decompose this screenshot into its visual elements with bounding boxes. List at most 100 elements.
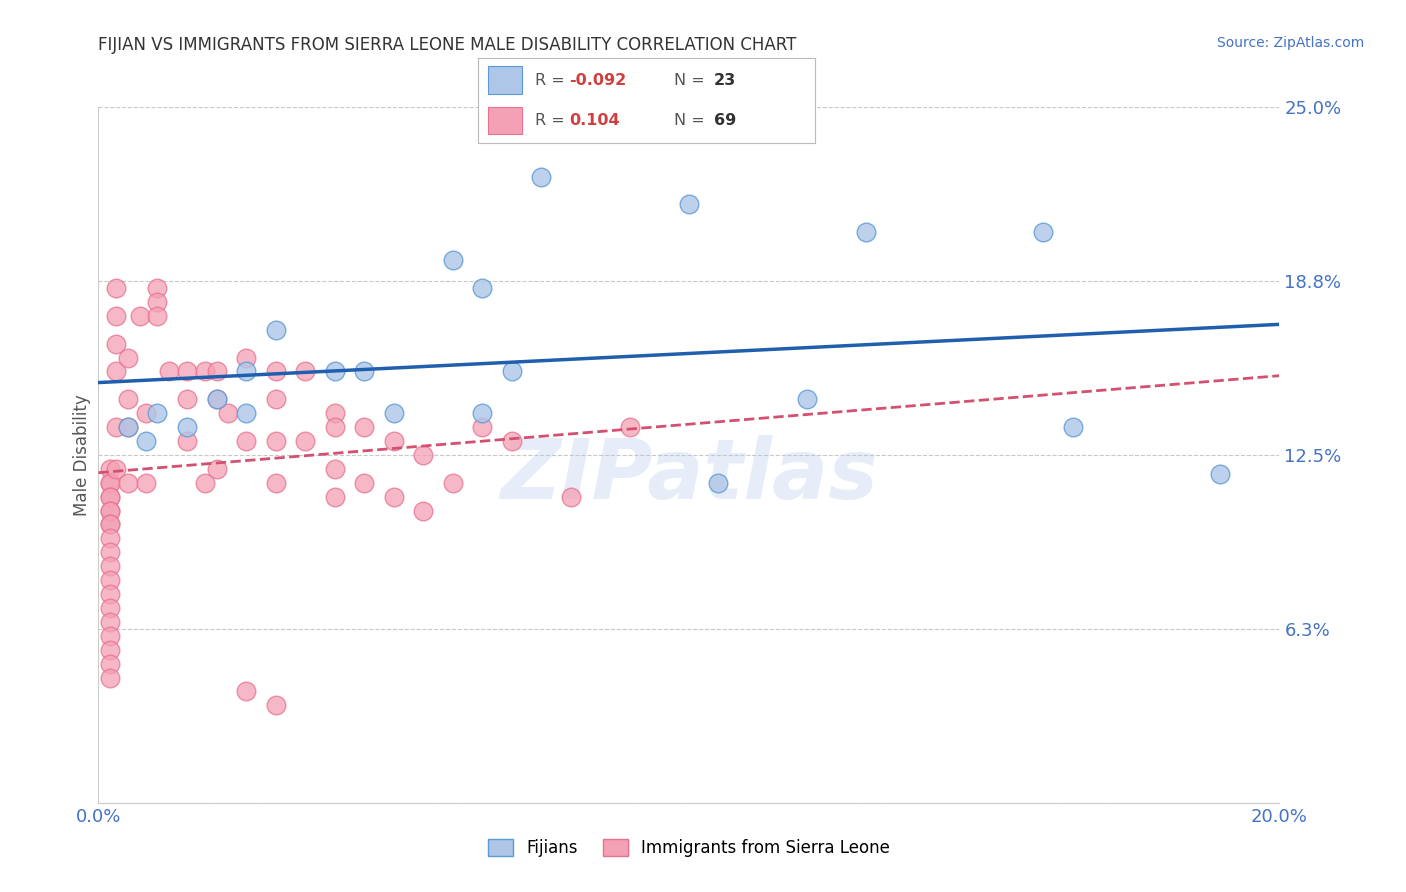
Point (471, 406, 494, 420)
Point (796, 392, 818, 407)
Point (205, 392, 228, 407)
Text: N =: N = (673, 113, 710, 128)
Point (98, 490, 121, 504)
Point (128, 309, 150, 323)
Point (98, 490, 121, 504)
Point (105, 462, 128, 476)
Bar (488, 107, 522, 134)
Text: 0.104: 0.104 (569, 113, 620, 128)
Bar (488, 67, 522, 94)
Point (105, 364, 128, 378)
Point (235, 434, 257, 448)
Point (264, 475, 287, 490)
Point (135, 406, 157, 420)
Point (98, 503, 121, 517)
Text: Source: ZipAtlas.com: Source: ZipAtlas.com (1216, 36, 1364, 50)
Point (105, 336, 128, 351)
Point (382, 490, 405, 504)
Text: R =: R = (536, 72, 571, 87)
Point (382, 406, 405, 420)
Point (501, 364, 523, 378)
Point (98, 615, 121, 629)
Point (98, 532, 121, 546)
Point (1209, 467, 1232, 482)
Point (105, 309, 128, 323)
Point (98, 601, 121, 615)
Point (412, 503, 434, 517)
Point (323, 406, 346, 420)
Point (176, 420, 198, 434)
Point (560, 490, 582, 504)
Text: 23: 23 (714, 72, 737, 87)
Point (441, 475, 464, 490)
Text: R =: R = (536, 113, 575, 128)
Point (264, 434, 287, 448)
Point (98, 503, 121, 517)
Point (353, 364, 375, 378)
Point (117, 420, 139, 434)
Point (98, 671, 121, 685)
Point (205, 364, 228, 378)
Point (117, 351, 139, 365)
Point (117, 392, 139, 407)
Point (323, 462, 346, 476)
Point (235, 364, 257, 378)
Point (217, 406, 239, 420)
Point (146, 281, 169, 295)
Point (146, 294, 169, 309)
Point (471, 281, 494, 295)
Point (146, 406, 169, 420)
Point (294, 364, 316, 378)
Point (235, 406, 257, 420)
Point (117, 420, 139, 434)
Point (98, 629, 121, 643)
Point (98, 573, 121, 587)
Point (264, 392, 287, 407)
Point (146, 309, 169, 323)
Point (471, 420, 494, 434)
Point (412, 448, 434, 462)
Point (264, 364, 287, 378)
Point (117, 475, 139, 490)
Point (176, 392, 198, 407)
Point (235, 684, 257, 698)
Y-axis label: Male Disability: Male Disability (73, 394, 91, 516)
Text: ZIPatlas: ZIPatlas (501, 435, 877, 516)
Point (98, 545, 121, 559)
Point (135, 475, 157, 490)
Point (1062, 420, 1084, 434)
Text: N =: N = (673, 72, 710, 87)
Point (264, 323, 287, 337)
Point (501, 434, 523, 448)
Point (353, 420, 375, 434)
Text: 69: 69 (714, 113, 737, 128)
Point (441, 253, 464, 268)
Point (98, 462, 121, 476)
Point (707, 475, 730, 490)
Point (323, 364, 346, 378)
Point (530, 169, 553, 184)
Point (205, 392, 228, 407)
Point (98, 657, 121, 671)
Point (194, 364, 217, 378)
Point (135, 434, 157, 448)
Text: FIJIAN VS IMMIGRANTS FROM SIERRA LEONE MALE DISABILITY CORRELATION CHART: FIJIAN VS IMMIGRANTS FROM SIERRA LEONE M… (98, 36, 797, 54)
Point (98, 517, 121, 532)
Point (105, 420, 128, 434)
Point (157, 364, 180, 378)
Point (98, 475, 121, 490)
Text: -0.092: -0.092 (569, 72, 627, 87)
Point (205, 462, 228, 476)
Legend: Fijians, Immigrants from Sierra Leone: Fijians, Immigrants from Sierra Leone (481, 832, 897, 864)
Point (176, 434, 198, 448)
Point (855, 225, 877, 239)
Point (323, 490, 346, 504)
Point (323, 420, 346, 434)
Point (1032, 225, 1054, 239)
Point (619, 420, 641, 434)
Point (98, 642, 121, 657)
Point (353, 475, 375, 490)
Point (382, 434, 405, 448)
Point (194, 475, 217, 490)
Point (235, 351, 257, 365)
